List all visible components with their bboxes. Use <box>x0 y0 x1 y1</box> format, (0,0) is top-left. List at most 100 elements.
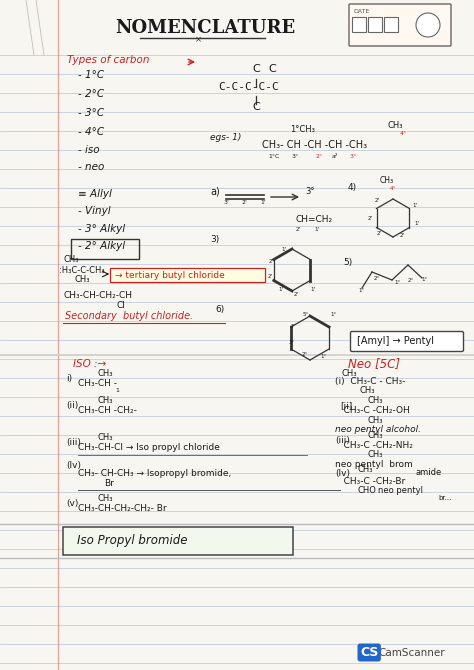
FancyBboxPatch shape <box>350 332 464 352</box>
Text: CH₃-C -CH₂-NH₂: CH₃-C -CH₂-NH₂ <box>335 441 413 450</box>
Text: (ii): (ii) <box>66 401 78 410</box>
Text: 1°: 1° <box>330 312 336 317</box>
Text: - 3°C: - 3°C <box>78 108 104 118</box>
Text: 4°: 4° <box>290 324 296 329</box>
Text: CH₃: CH₃ <box>368 416 383 425</box>
Text: 1°: 1° <box>394 280 400 285</box>
Text: 1': 1' <box>314 227 319 232</box>
Text: a): a) <box>210 186 220 196</box>
Text: 3°: 3° <box>292 154 299 159</box>
Circle shape <box>416 13 440 37</box>
Text: - neo: - neo <box>78 162 104 172</box>
Text: 2': 2' <box>294 292 299 297</box>
Text: Neo [5C]: Neo [5C] <box>348 357 400 370</box>
Text: 1°C: 1°C <box>268 154 279 159</box>
Text: 5): 5) <box>343 258 352 267</box>
Text: CH=CH₂: CH=CH₂ <box>296 215 333 224</box>
Text: a²: a² <box>332 154 338 159</box>
Text: - 2° Alkyl: - 2° Alkyl <box>78 241 125 251</box>
Bar <box>352 17 366 32</box>
Text: C: C <box>268 64 276 74</box>
Text: 4): 4) <box>348 183 357 192</box>
Text: CH₃: CH₃ <box>388 121 403 130</box>
Text: (i)  CH₃-C - CH₃-: (i) CH₃-C - CH₃- <box>335 377 405 386</box>
Text: (lv): (lv) <box>335 469 350 478</box>
Text: neo pentyl: neo pentyl <box>378 486 423 495</box>
Bar <box>110 268 265 282</box>
Text: - 4°C: - 4°C <box>78 127 104 137</box>
Text: [ii]: [ii] <box>340 401 352 410</box>
Text: CH₃: CH₃ <box>75 275 91 284</box>
Text: CHO: CHO <box>358 486 377 495</box>
Text: 2': 2' <box>269 259 274 264</box>
Text: C-C-C-C-C: C-C-C-C-C <box>218 82 279 92</box>
Text: CH₃: CH₃ <box>98 494 113 503</box>
Text: 2': 2' <box>377 231 382 236</box>
Text: (iii): (iii) <box>66 438 81 447</box>
Text: CH₃: CH₃ <box>368 450 383 459</box>
Text: 5°: 5° <box>303 312 309 317</box>
Text: 2': 2' <box>368 216 373 221</box>
Text: 1': 1' <box>412 203 417 208</box>
Text: 1: 1 <box>115 388 119 393</box>
Text: - Vinyl: - Vinyl <box>78 206 110 216</box>
Text: Secondary  butyl chloride.: Secondary butyl chloride. <box>65 311 193 321</box>
Text: CH₃-C -CH₂-OH: CH₃-C -CH₂-OH <box>335 406 410 415</box>
Text: 2°: 2° <box>374 276 380 281</box>
Text: CH₃-C -CH₂-Br: CH₃-C -CH₂-Br <box>335 477 405 486</box>
Text: CS: CS <box>360 646 378 659</box>
Text: CH₃: CH₃ <box>358 465 374 474</box>
Text: amide: amide <box>416 468 442 477</box>
Bar <box>71 239 139 259</box>
Text: 2': 2' <box>375 198 380 203</box>
Text: Cl: Cl <box>117 301 126 310</box>
Text: CH₃: CH₃ <box>368 431 383 440</box>
Text: :H₃C-C-CH₃: :H₃C-C-CH₃ <box>59 266 105 275</box>
Text: ×: × <box>194 35 201 44</box>
Text: CH₃: CH₃ <box>98 396 113 405</box>
Text: CH₃: CH₃ <box>98 369 113 378</box>
Text: 4°: 4° <box>390 186 396 191</box>
Text: ≡ Allyl: ≡ Allyl <box>78 189 112 199</box>
Text: neo pentyl alcohol.: neo pentyl alcohol. <box>335 425 421 434</box>
Text: 1': 1' <box>260 200 266 205</box>
Text: 2': 2' <box>400 233 405 238</box>
Text: 1': 1' <box>310 287 315 292</box>
Bar <box>384 17 398 32</box>
Text: C: C <box>252 64 260 74</box>
Text: CH₃-CH -CH₂-: CH₃-CH -CH₂- <box>78 406 137 415</box>
Text: DATE: DATE <box>353 9 369 14</box>
Text: [Amyl] → Pentyl: [Amyl] → Pentyl <box>357 336 434 346</box>
Text: (lv): (lv) <box>66 461 81 470</box>
Text: CH₃: CH₃ <box>98 433 113 442</box>
Text: CamScanner: CamScanner <box>378 648 445 658</box>
Text: 3': 3' <box>224 200 230 205</box>
Text: CH₃- CH -CH -CH -CH₃: CH₃- CH -CH -CH -CH₃ <box>262 140 367 150</box>
Text: - iso: - iso <box>78 145 100 155</box>
FancyBboxPatch shape <box>349 4 451 46</box>
Text: CH₃: CH₃ <box>64 255 80 264</box>
Text: CH₃: CH₃ <box>342 369 357 378</box>
Text: CH₃: CH₃ <box>360 386 375 395</box>
Text: 3): 3) <box>210 235 219 244</box>
Text: 1': 1' <box>278 287 283 292</box>
Text: egs- 1): egs- 1) <box>210 133 241 142</box>
Text: → tertiary butyl chloride: → tertiary butyl chloride <box>115 271 225 280</box>
Text: - 2°C: - 2°C <box>78 89 104 99</box>
Text: 3°: 3° <box>350 154 357 159</box>
Text: (iii): (iii) <box>335 436 350 445</box>
Text: Types of carbon: Types of carbon <box>67 55 153 65</box>
Text: i): i) <box>66 374 72 383</box>
Text: CH₃-CH-CH₂-CH: CH₃-CH-CH₂-CH <box>64 291 133 300</box>
Text: 3°: 3° <box>305 187 315 196</box>
Text: 2': 2' <box>296 227 301 232</box>
Text: neo pentyl  brom: neo pentyl brom <box>335 460 413 469</box>
Text: NOMENCLATURE: NOMENCLATURE <box>115 19 295 37</box>
Text: 1°CH₃: 1°CH₃ <box>290 125 315 134</box>
Text: 1': 1' <box>281 247 286 252</box>
Text: 2': 2' <box>268 274 273 279</box>
Text: ISO :→: ISO :→ <box>73 359 106 369</box>
Text: (v): (v) <box>66 499 78 508</box>
Text: Iso Propyl bromide: Iso Propyl bromide <box>77 534 188 547</box>
Text: CH₃: CH₃ <box>380 176 394 185</box>
